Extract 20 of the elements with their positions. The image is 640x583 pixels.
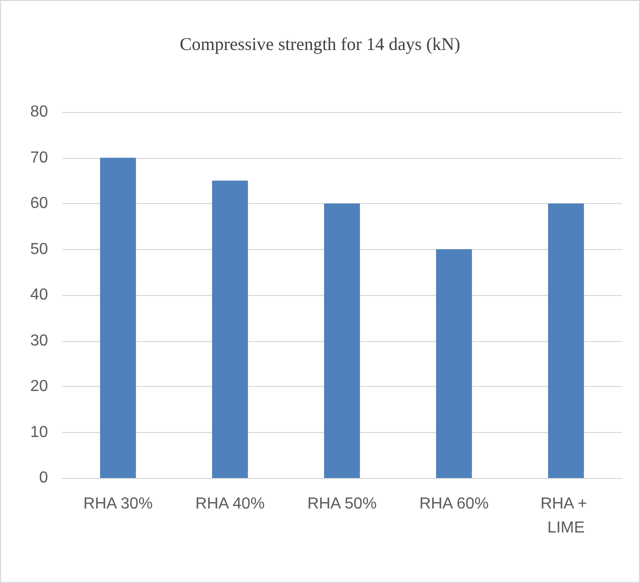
chart-title: Compressive strength for 14 days (kN) — [180, 34, 460, 54]
y-tick-label: 20 — [30, 378, 48, 395]
bar — [212, 180, 248, 478]
y-tick-label: 30 — [30, 332, 48, 350]
x-tick-label: RHA + LIME — [540, 496, 592, 536]
y-tick-label: 70 — [30, 149, 48, 166]
y-tick-label: 0 — [39, 470, 48, 486]
y-tick-label: 50 — [30, 240, 48, 258]
x-tick-label: RHA 50% — [307, 496, 377, 512]
y-tick-label: 80 — [30, 104, 48, 120]
bar — [324, 204, 360, 478]
y-tick-label: 10 — [30, 424, 48, 441]
x-tick-label: RHA 30% — [83, 496, 153, 512]
y-tick-label: 60 — [30, 195, 48, 212]
bar — [436, 249, 472, 478]
x-tick-label: RHA 40% — [195, 496, 265, 512]
bar — [100, 158, 136, 478]
y-tick-label: 40 — [30, 286, 48, 304]
x-tick-label: RHA 60% — [419, 496, 489, 512]
bar — [548, 204, 584, 478]
